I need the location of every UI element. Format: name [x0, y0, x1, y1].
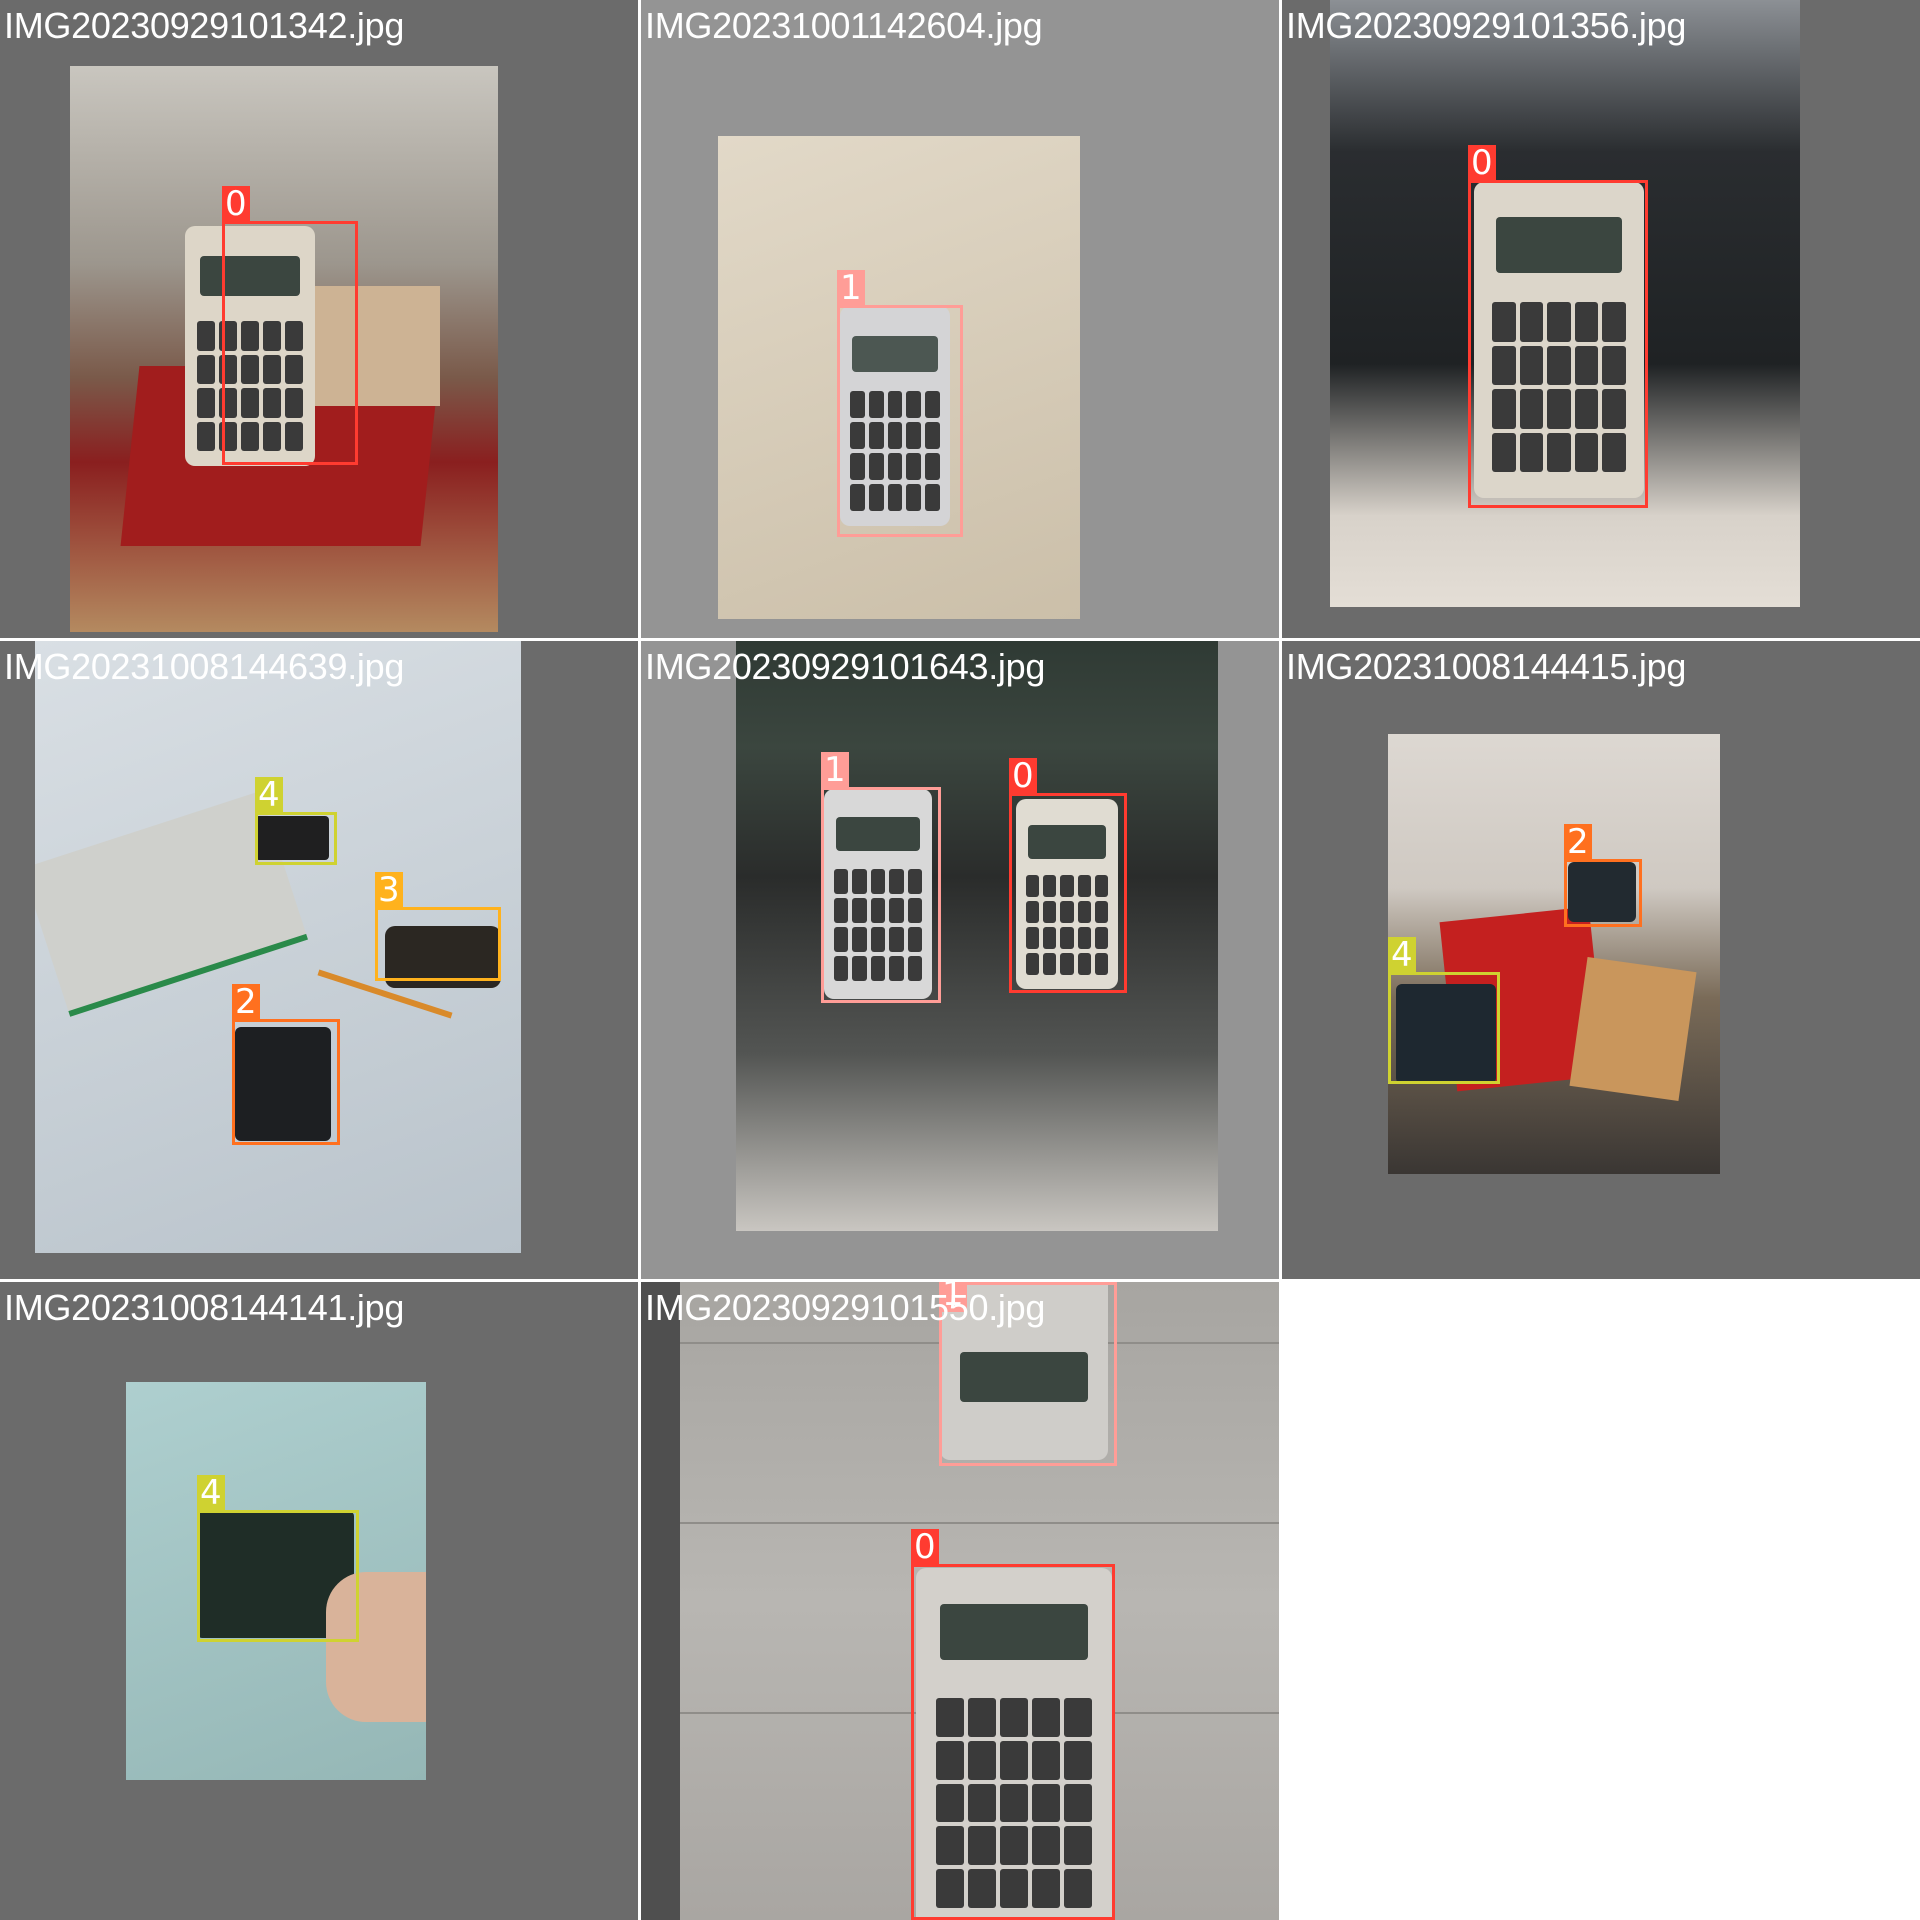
- bounding-box: [197, 1510, 359, 1642]
- bounding-box: [255, 812, 337, 865]
- class-label: 2: [232, 984, 260, 1020]
- photo: [126, 1382, 426, 1780]
- mosaic-tile: 0 IMG20230929101356.jpg: [1282, 0, 1920, 638]
- calculator-image: [940, 1282, 1108, 1460]
- photo: [1330, 0, 1800, 607]
- filename-label: IMG20231008144141.jpg: [4, 1287, 405, 1328]
- bounding-box: [837, 305, 963, 537]
- class-label: 1: [821, 752, 849, 788]
- bounding-box: [911, 1564, 1115, 1920]
- photo: [718, 136, 1080, 619]
- calculator-image: [185, 226, 315, 466]
- class-label: 4: [1388, 937, 1416, 973]
- calculator-image: [840, 306, 950, 526]
- photo: [1388, 734, 1720, 1174]
- photo: [35, 641, 521, 1253]
- bounding-box: [821, 787, 941, 1003]
- filename-label: IMG20230929101342.jpg: [4, 5, 405, 46]
- mosaic-tile: 0 IMG20230929101342.jpg: [0, 0, 638, 638]
- filename-label: IMG20231008144415.jpg: [1286, 646, 1687, 687]
- mosaic-tile: 1 IMG20231001142604.jpg: [641, 0, 1279, 638]
- photo: [70, 66, 498, 632]
- class-label: 3: [375, 872, 403, 908]
- bounding-box: [1009, 793, 1127, 993]
- bounding-box: [1564, 859, 1642, 927]
- mosaic-tile: 1 0 IMG20230929101643.jpg: [641, 641, 1279, 1279]
- filename-label: IMG20231008144639.jpg: [4, 646, 405, 687]
- mosaic-tile: 4 3 2 IMG20231008144639.jpg: [0, 641, 638, 1279]
- filename-label: IMG20231001142604.jpg: [645, 5, 1043, 46]
- bounding-box: [1468, 180, 1648, 508]
- mosaic-tile: 1 0 IMG20230929101550.jpg: [641, 1282, 1279, 1920]
- bounding-box: [222, 221, 358, 465]
- calculator-image: [824, 789, 932, 999]
- bounding-box: [232, 1019, 340, 1145]
- calculator-image: [1474, 182, 1644, 498]
- bounding-box: [939, 1282, 1117, 1466]
- class-label: 0: [222, 186, 250, 222]
- photo: [680, 1282, 1279, 1920]
- mosaic-tile: 4 IMG20231008144141.jpg: [0, 1282, 638, 1920]
- class-label: 0: [1468, 145, 1496, 181]
- filename-label: IMG20230929101356.jpg: [1286, 5, 1687, 46]
- class-label: 2: [1564, 824, 1592, 860]
- bounding-box: [1388, 972, 1500, 1084]
- class-label: 0: [1009, 758, 1037, 794]
- photo: [736, 641, 1218, 1231]
- class-label: 4: [197, 1475, 225, 1511]
- calculator-image: [916, 1568, 1112, 1920]
- class-label: 1: [837, 270, 865, 306]
- class-label: 4: [255, 777, 283, 813]
- filename-label: IMG20230929101550.jpg: [645, 1287, 1046, 1328]
- class-label: 1: [939, 1282, 967, 1312]
- class-label: 0: [911, 1529, 939, 1565]
- mosaic-tile: 2 4 IMG20231008144415.jpg: [1282, 641, 1920, 1279]
- bounding-box: [375, 907, 501, 981]
- calculator-image: [1016, 799, 1118, 989]
- filename-label: IMG20230929101643.jpg: [645, 646, 1046, 687]
